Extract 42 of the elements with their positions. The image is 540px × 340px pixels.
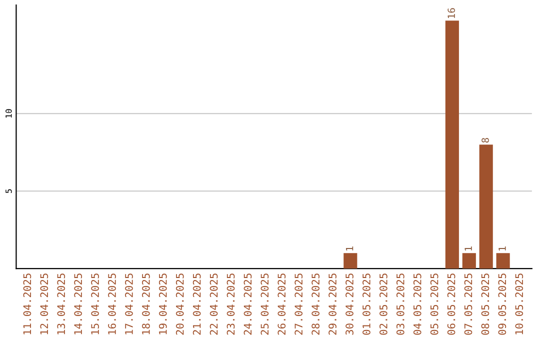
- x-tick-label: 18.04.2025: [142, 274, 150, 334]
- data-label: 1: [464, 246, 472, 251]
- x-tick-label: 25.04.2025: [260, 274, 269, 335]
- x-tick-label: 12.04.2025: [40, 274, 48, 334]
- x-tick-label: 01.05.2025: [362, 274, 370, 335]
- x-tick-label: 11.04.2025: [23, 274, 32, 334]
- y-tick-label: 10: [6, 109, 12, 118]
- x-tick-label: 10.05.2025: [515, 274, 524, 334]
- x-tick-label: 07.05.2025: [464, 274, 472, 335]
- x-tick-label: 21.04.2025: [192, 274, 201, 335]
- x-tick-label: 05.05.2025: [430, 274, 438, 335]
- data-label: 8: [482, 138, 489, 143]
- x-tick-label: 20.04.2025: [176, 274, 184, 335]
- x-tick-label: 09.05.2025: [498, 274, 506, 335]
- x-tick-label: 22.04.2025: [210, 274, 218, 335]
- x-tick-label: 28.04.2025: [312, 274, 320, 335]
- x-tick-label: 17.04.2025: [125, 274, 133, 334]
- bar: [479, 144, 493, 269]
- x-tick-label: 15.04.2025: [91, 274, 99, 334]
- x-tick-label: 29.04.2025: [328, 274, 336, 335]
- bar: [344, 253, 358, 269]
- y-tick-label: 5: [6, 189, 12, 194]
- x-tick-label: 24.04.2025: [244, 274, 252, 335]
- x-tick-label: 14.04.2025: [74, 274, 82, 334]
- data-label: 1: [498, 246, 506, 251]
- x-tick-label: 08.05.2025: [481, 274, 490, 335]
- x-tick-label: 06.05.2025: [447, 274, 456, 335]
- x-tick-label: 13.04.2025: [57, 274, 66, 334]
- x-tick-label: 26.04.2025: [278, 274, 286, 335]
- x-tick-label: 19.04.2025: [158, 274, 167, 334]
- bar: [445, 20, 459, 269]
- bar: [496, 253, 510, 269]
- data-label: 1: [346, 246, 354, 251]
- x-tick-label: 16.04.2025: [108, 274, 116, 334]
- x-tick-label: 27.04.2025: [294, 274, 303, 335]
- x-tick-label: 02.05.2025: [379, 274, 388, 335]
- data-label: 16: [448, 8, 456, 18]
- x-tick-label: 30.04.2025: [346, 274, 354, 335]
- x-tick-label: 03.05.2025: [396, 274, 404, 335]
- bar: [462, 253, 476, 269]
- x-tick-label: 23.04.2025: [226, 274, 235, 335]
- x-tick-label: 04.05.2025: [413, 274, 422, 335]
